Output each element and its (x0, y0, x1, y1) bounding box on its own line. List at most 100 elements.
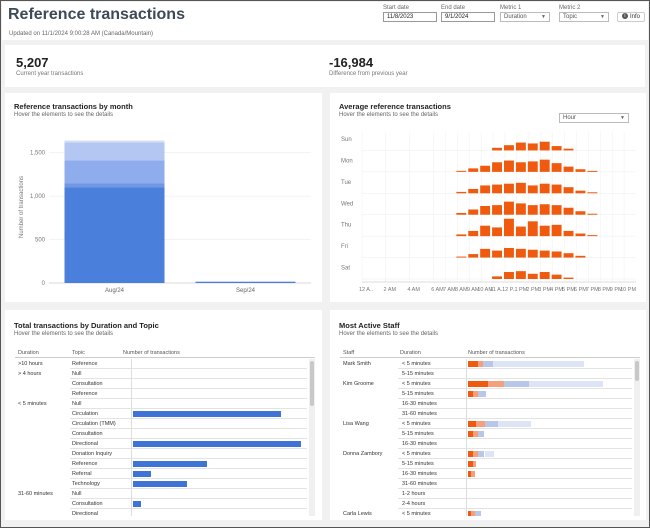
heat-cell[interactable] (575, 255, 586, 258)
table-row[interactable]: >10 hours Reference (15, 359, 307, 369)
heat-cell[interactable] (492, 162, 502, 172)
metric2-select[interactable]: Topic ▼ (559, 12, 609, 22)
heat-cell[interactable] (504, 145, 514, 151)
heat-cell[interactable] (456, 170, 467, 172)
bar-segment[interactable] (64, 183, 165, 188)
transaction-segment[interactable] (471, 471, 475, 477)
transaction-segment[interactable] (468, 361, 478, 367)
heat-cell[interactable] (456, 191, 467, 194)
heat-cell[interactable] (480, 206, 491, 215)
heat-cell[interactable] (551, 251, 562, 258)
table-row[interactable]: Directional (15, 509, 307, 516)
heat-cell[interactable] (563, 148, 574, 151)
heat-cell[interactable] (551, 274, 562, 279)
heat-cell[interactable] (468, 188, 479, 194)
heat-cell[interactable] (527, 249, 538, 258)
transaction-segment[interactable] (468, 391, 473, 397)
heat-cell[interactable] (539, 159, 550, 172)
transaction-segment[interactable] (484, 421, 498, 427)
heat-cell[interactable] (492, 276, 502, 279)
transaction-segment[interactable] (472, 391, 478, 397)
heat-cell[interactable] (515, 248, 526, 258)
heat-cell[interactable] (587, 235, 598, 237)
heat-cell[interactable] (456, 234, 467, 237)
metric1-select[interactable]: Duration ▼ (500, 12, 550, 22)
table-row[interactable]: Reference (15, 459, 307, 469)
heat-cell[interactable] (539, 225, 550, 237)
heat-cell[interactable] (504, 218, 514, 237)
heat-cell[interactable] (492, 205, 502, 215)
transaction-segment[interactable] (482, 361, 493, 367)
table-row[interactable]: Kim Groome < 5 minutes (340, 379, 632, 389)
transaction-segment[interactable] (472, 451, 478, 457)
scrollbar-thumb[interactable] (635, 361, 639, 381)
table-row[interactable]: 16-30 minutes (340, 469, 632, 479)
heat-cell[interactable] (480, 185, 491, 194)
heat-cell[interactable] (527, 161, 538, 172)
heat-cell[interactable] (515, 162, 526, 172)
table-scrollbar[interactable] (634, 359, 640, 516)
table-row[interactable]: 5-15 minutes (340, 369, 632, 379)
transaction-segment[interactable] (468, 421, 477, 427)
heat-cell[interactable] (563, 166, 574, 172)
transaction-segment[interactable] (468, 431, 473, 437)
transaction-segment[interactable] (477, 391, 487, 397)
heat-cell[interactable] (492, 250, 502, 258)
table-row[interactable]: Circulation (TMM) (15, 419, 307, 429)
heat-cell[interactable] (468, 254, 479, 258)
heat-cell[interactable] (515, 226, 526, 237)
heat-cell[interactable] (539, 141, 550, 151)
bar-segment[interactable] (64, 142, 165, 161)
heat-cell[interactable] (456, 212, 467, 215)
heat-cell[interactable] (515, 203, 526, 215)
transaction-segment[interactable] (471, 511, 475, 516)
transaction-segment[interactable] (468, 461, 473, 467)
heat-cell[interactable] (563, 187, 574, 194)
transaction-bar[interactable] (133, 461, 207, 467)
heat-cell[interactable] (527, 143, 538, 151)
heat-cell[interactable] (504, 272, 514, 279)
transaction-segment[interactable] (477, 431, 485, 437)
table-row[interactable]: 5-15 minutes (340, 389, 632, 399)
table-row[interactable]: Donna Zambory < 5 minutes (340, 449, 632, 459)
transaction-segment[interactable] (472, 431, 478, 437)
heat-cell[interactable] (539, 250, 550, 258)
transaction-segment[interactable] (504, 381, 530, 387)
heat-cell[interactable] (527, 185, 538, 194)
heat-cell[interactable] (492, 184, 502, 194)
bar-segment[interactable] (195, 281, 296, 283)
table-row[interactable]: Consultation (15, 429, 307, 439)
bar-segment[interactable] (64, 140, 165, 143)
table-row[interactable]: Reference (15, 389, 307, 399)
table-row[interactable]: Mark Smith < 5 minutes (340, 359, 632, 369)
heat-cell[interactable] (515, 182, 526, 194)
table-row[interactable]: Lisa Wang < 5 minutes (340, 419, 632, 429)
transaction-segment[interactable] (477, 361, 483, 367)
transaction-bar[interactable] (133, 441, 301, 447)
table-row[interactable]: Consultation (15, 499, 307, 509)
table-row[interactable]: Carla Lewis < 5 minutes (340, 509, 632, 516)
start-date-input[interactable]: 11/8/2023 (383, 12, 437, 22)
info-button[interactable]: i Info (617, 12, 645, 22)
bar-segment[interactable] (64, 187, 165, 283)
heat-cell[interactable] (515, 142, 526, 151)
transaction-bar[interactable] (133, 411, 281, 417)
transaction-segment[interactable] (468, 451, 473, 457)
heat-cell[interactable] (504, 247, 514, 258)
heat-cell[interactable] (551, 224, 562, 237)
heat-cell[interactable] (575, 211, 586, 215)
table-row[interactable]: 1-2 hours (340, 489, 632, 499)
heat-cell[interactable] (563, 277, 574, 279)
table-row[interactable]: Consultation (15, 379, 307, 389)
heat-cell[interactable] (527, 205, 538, 215)
heat-cell[interactable] (587, 192, 598, 194)
heat-cell[interactable] (587, 213, 598, 215)
heat-cell[interactable] (575, 190, 586, 194)
end-date-input[interactable]: 9/1/2024 (441, 12, 495, 22)
table-row[interactable]: 31-60 minutes (340, 479, 632, 489)
table-row[interactable]: Technology (15, 479, 307, 489)
transaction-bar[interactable] (133, 501, 142, 507)
heat-cell[interactable] (587, 170, 598, 172)
heat-cell[interactable] (575, 169, 586, 172)
heat-cell[interactable] (551, 205, 562, 215)
